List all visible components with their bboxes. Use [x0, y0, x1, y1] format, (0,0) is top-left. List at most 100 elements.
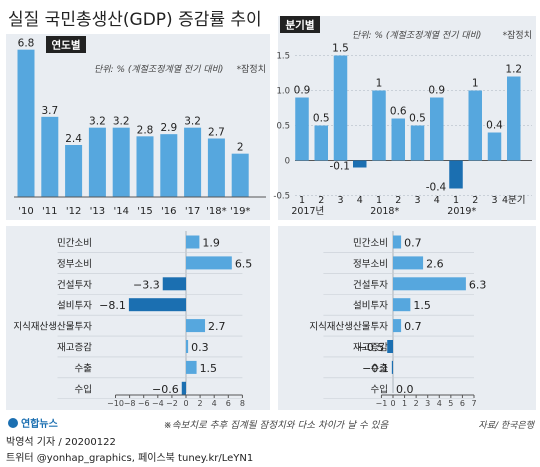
annual-tick-label: '18*	[206, 206, 226, 217]
contrib-value: −0.5	[357, 341, 384, 354]
contrib-value: −0.6	[152, 383, 179, 396]
quarterly-ytick-label: 0.5	[276, 122, 290, 132]
annual-tick-label: '19*	[230, 206, 250, 217]
annual-bar	[17, 49, 35, 197]
annual-tick-label: '16	[161, 206, 176, 217]
contrib-tick-label: −8	[124, 399, 136, 408]
contrib-tick-label: 4	[437, 399, 442, 408]
annual-tick-label: '15	[137, 206, 152, 217]
contrib-bar	[393, 277, 466, 291]
annual-tick-label: '12	[66, 206, 81, 217]
quarterly-tick-label: 4	[434, 195, 440, 206]
contrib-category-label: 지식재산생산물투자	[13, 322, 92, 333]
contrib-value: 1.9	[202, 237, 220, 250]
quarterly-bar	[353, 160, 367, 168]
quarterly-contrib-bars: 민간소비 0.7 정부소비 2.6 건설투자 6.3 설비투자 1.5 지식재산생산물투자 0.7…	[309, 231, 486, 408]
contrib-tick-label: 6	[460, 399, 465, 408]
annual-contrib-panel	[6, 226, 270, 410]
contrib-tick-label: 2	[198, 399, 203, 408]
quarterly-bar	[333, 55, 348, 161]
contrib-bar	[186, 235, 200, 249]
contrib-value: −8.1	[99, 299, 126, 312]
contrib-bar	[186, 256, 232, 270]
annual-tick-label: '11	[42, 206, 57, 217]
quarterly-star-note: *잠정치	[503, 29, 532, 41]
contrib-category-label: 수입	[75, 383, 92, 395]
quarterly-tag-box	[280, 16, 320, 33]
contrib-value: −3.3	[133, 278, 160, 291]
quarterly-bar	[468, 90, 482, 161]
contrib-bar	[393, 298, 411, 312]
quarterly-bar-value: 0.5	[313, 113, 330, 125]
quarterly-bar-value: 0.5	[409, 113, 426, 125]
page-title: 실질 국민총생산(GDP) 증감률 추이	[8, 10, 262, 30]
contrib-value: 0.3	[191, 341, 209, 354]
contrib-category-label: 수출	[371, 363, 389, 374]
contrib-value: 1.5	[413, 299, 431, 312]
annual-bar	[207, 138, 225, 197]
quarterly-tick-label: 2	[395, 195, 401, 206]
quarterly-ytick-label: 1.5	[276, 52, 290, 62]
quarterly-bar	[372, 90, 386, 161]
quarterly-bar-value: 0.6	[390, 106, 407, 118]
contrib-bar	[181, 381, 186, 395]
contrib-tick-label: −6	[138, 399, 150, 408]
contrib-value: 6.5	[235, 257, 253, 270]
quarterly-bars: 1.5 1.0 0.5 0 -0.5 0.9 1 0.5 2 1.5 3 -0.1 4 1 1 0.6 2 0.5…	[273, 43, 532, 217]
quarterly-bar	[295, 97, 309, 161]
quarterly-tick-label: 1	[376, 195, 382, 206]
byline: 박영석 기자 / 20200122	[6, 436, 116, 448]
quarterly-tag: 분기별	[286, 19, 315, 32]
quarterly-bar-value: 1.5	[332, 43, 349, 55]
contrib-bar	[393, 256, 424, 270]
quarterly-chart-panel	[278, 16, 536, 220]
contrib-category-label: 수입	[371, 383, 388, 395]
annual-bar	[41, 116, 59, 197]
contrib-value: 0.0	[396, 383, 414, 396]
contrib-tick-label: 2	[414, 399, 419, 408]
social-links: 트위터 @yonhap_graphics, 페이스북 tuney.kr/LeYN…	[6, 451, 253, 464]
quarterly-tick-label: 3	[337, 195, 343, 206]
quarterly-bar-value: -0.1	[330, 161, 351, 173]
quarterly-unit-note: 단위: % (계절조정계열 전기 대비)	[352, 30, 481, 41]
quarterly-year-label: 2017년	[291, 206, 324, 217]
annual-star-note: *잠정치	[237, 63, 266, 75]
annual-tick-label: '13	[90, 206, 105, 217]
contrib-value: 2.7	[208, 320, 226, 333]
contrib-tick-label: −4	[152, 399, 164, 408]
contrib-bar	[387, 340, 393, 353]
annual-tick-label: '10	[18, 206, 33, 217]
quarterly-bar	[410, 125, 425, 161]
quarterly-tick-label: 1	[453, 195, 459, 206]
contrib-category-label: 수출	[75, 363, 93, 374]
contrib-category-label: 재고증감	[57, 342, 92, 354]
quarterly-ytick-label: 1.0	[276, 87, 290, 97]
annual-bar-value: 3.2	[89, 116, 106, 128]
contrib-bar	[186, 319, 206, 333]
quarterly-tick-label: 4	[357, 195, 363, 206]
quarterly-tick-label: 2	[318, 195, 324, 206]
quarterly-bar	[430, 97, 444, 161]
contrib-tick-label: 0	[390, 399, 395, 408]
quarterly-bar-value: 0.9	[294, 85, 311, 97]
contrib-tick-label: −2	[166, 399, 178, 408]
annual-bar-value: 2	[237, 142, 244, 154]
contrib-value: 2.6	[426, 257, 444, 270]
annual-bar-value: 2.9	[160, 122, 177, 134]
annual-bar-value: 2.7	[208, 127, 225, 139]
annual-bar-value: 3.2	[113, 116, 130, 128]
annual-bar	[231, 153, 249, 197]
contrib-bar	[186, 340, 189, 353]
annual-tick-label: '17	[185, 206, 200, 217]
annual-bar-value: 2.4	[65, 133, 82, 145]
contrib-category-label: 건설투자	[57, 280, 92, 291]
annual-bar	[160, 134, 178, 197]
contrib-bar	[393, 319, 402, 333]
contrib-category-label: 설비투자	[57, 301, 92, 312]
quarterly-bar	[507, 76, 521, 161]
contrib-tick-label: −1	[376, 399, 388, 408]
quarterly-tick-label: 2	[472, 195, 478, 206]
contrib-category-label: 설비투자	[353, 301, 388, 312]
quarterly-bar	[449, 160, 463, 189]
